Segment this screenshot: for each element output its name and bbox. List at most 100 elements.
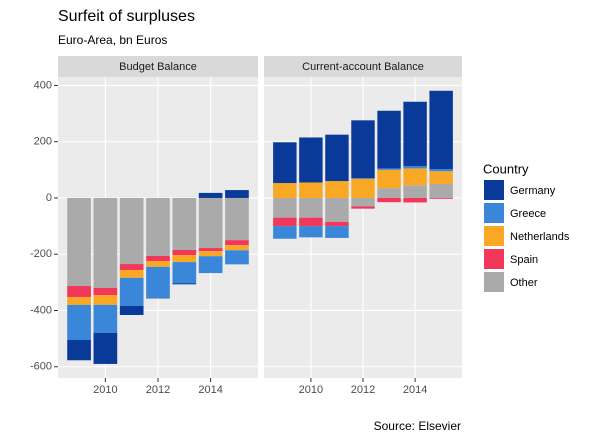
bar-segment [325, 181, 349, 198]
legend-label: Netherlands [510, 231, 570, 243]
bar-segment [325, 221, 349, 227]
bar-segment [225, 250, 249, 265]
x-tick-label: 2010 [299, 384, 323, 396]
bar-segment [377, 197, 401, 203]
bar-segment [119, 197, 144, 265]
bar-segment [93, 332, 118, 364]
bar-segment [225, 245, 249, 251]
legend-swatch [484, 180, 504, 200]
bar-segment [299, 197, 323, 218]
bar-segment [351, 206, 375, 209]
bar-segment [119, 305, 144, 315]
bar-segment [146, 255, 170, 261]
bar-segment [172, 283, 197, 285]
legend-label: Greece [510, 208, 546, 220]
bar-segment [119, 277, 144, 306]
bar-segment [429, 171, 453, 184]
bar-segment [172, 197, 197, 251]
legend-label: Germany [510, 185, 556, 197]
y-tick-label: -200 [30, 248, 52, 260]
bar-segment [351, 178, 375, 198]
y-tick-label: 0 [46, 192, 52, 204]
bar-segment [93, 295, 118, 305]
caption: Source: Elsevier [374, 419, 461, 433]
legend-swatch [484, 226, 504, 246]
bar-segment [403, 185, 427, 198]
bar-segment [172, 250, 197, 256]
bar-segment [377, 188, 401, 198]
bar-segment [119, 269, 144, 278]
bar-segment [172, 255, 197, 263]
legend-label: Other [510, 277, 538, 289]
x-tick-label: 2012 [351, 384, 375, 396]
bar-segment [93, 304, 118, 333]
bar-segment [119, 264, 144, 270]
bar-segment [377, 110, 401, 169]
y-tick-label: -600 [30, 361, 52, 373]
bar-segment [299, 226, 323, 238]
bar-segment [146, 260, 170, 267]
bar-segment [273, 226, 297, 239]
bar-segment [377, 169, 401, 189]
bar-segment [172, 262, 197, 284]
y-tick-label: 200 [34, 136, 52, 148]
x-tick-label: 2014 [403, 384, 427, 396]
legend-swatch [484, 272, 504, 292]
bar-segment [377, 168, 401, 170]
bar-segment [273, 142, 297, 184]
bar-segment [351, 197, 375, 207]
bar-segment [198, 248, 223, 252]
legend-title: Country [483, 161, 529, 176]
bar-segment [198, 256, 223, 274]
legend-swatch [484, 203, 504, 223]
bar-segment [67, 296, 91, 305]
x-tick-label: 2014 [198, 384, 222, 396]
bar-segment [198, 251, 223, 257]
bar-segment [299, 182, 323, 198]
bar-segment [325, 226, 349, 238]
bar-segment [273, 197, 297, 218]
bar-segment [273, 217, 297, 227]
bar-segment [146, 266, 170, 298]
x-tick-label: 2010 [93, 384, 117, 396]
bar-segment [325, 197, 349, 222]
bar-segment [351, 178, 375, 179]
bar-segment [93, 197, 118, 288]
bar-segment [403, 101, 427, 167]
bar-segment [429, 197, 453, 199]
bar-segment [67, 340, 91, 361]
x-tick-label: 2012 [146, 384, 170, 396]
bar-segment [93, 287, 118, 296]
bar-segment [67, 197, 91, 287]
bar-segment [225, 240, 249, 246]
bar-segment [299, 217, 323, 227]
legend-label: Spain [510, 254, 538, 266]
bar-segment [403, 168, 427, 186]
chart-title: Surfeit of surpluses [58, 8, 195, 25]
strip [58, 56, 258, 77]
bar-segment [198, 197, 223, 249]
bar-segment [273, 183, 297, 198]
bar-segment [225, 197, 249, 241]
bar-segment [299, 137, 323, 183]
y-tick-label: 400 [34, 79, 52, 91]
strip-label: Budget Balance [119, 61, 197, 73]
bar-segment [146, 297, 170, 299]
bar-segment [225, 190, 249, 198]
bar-segment [429, 183, 453, 198]
bar-segment [146, 197, 170, 256]
bar-segment [403, 197, 427, 203]
bar-segment [325, 134, 349, 182]
y-tick-label: -400 [30, 304, 52, 316]
legend-swatch [484, 249, 504, 269]
bar-segment [429, 168, 453, 172]
bar-segment [67, 304, 91, 341]
bar-segment [403, 166, 427, 169]
strip [264, 56, 462, 77]
strip-label: Current-account Balance [302, 61, 424, 73]
bar-segment [198, 192, 223, 198]
bar-segment [351, 120, 375, 179]
chart-subtitle: Euro-Area, bn Euros [58, 33, 167, 47]
bar-segment [429, 90, 453, 169]
